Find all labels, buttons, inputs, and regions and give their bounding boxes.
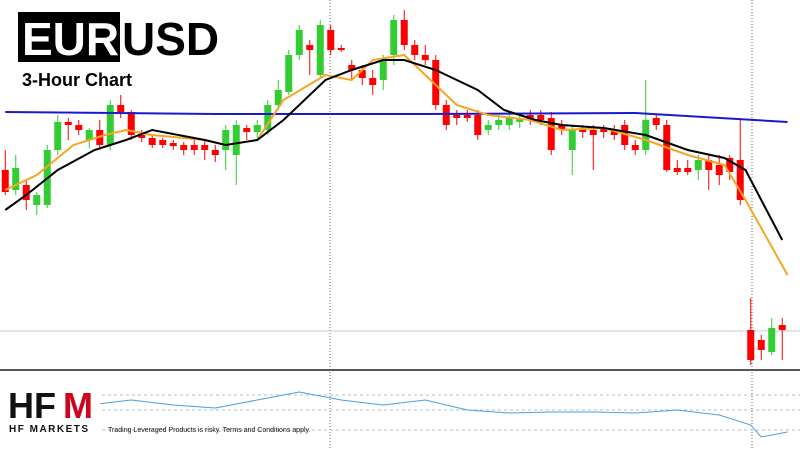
candle-body: [169, 143, 177, 146]
candle-body: [705, 160, 713, 170]
candle-body: [33, 195, 41, 205]
oscillator-line: [5, 391, 788, 438]
candle-body: [211, 150, 219, 155]
candle-body: [295, 30, 303, 55]
candle-body: [547, 118, 555, 150]
moving-average: [5, 111, 788, 123]
plot: [1, 10, 789, 438]
candle-body: [411, 45, 419, 55]
candle-body: [285, 55, 293, 92]
logo-m: M: [63, 385, 93, 426]
logo-hf: HF: [8, 385, 56, 426]
candle-body: [610, 130, 618, 135]
candle-body: [117, 105, 125, 112]
logo-box: [0, 374, 100, 436]
candle-body: [778, 325, 786, 330]
candle-body: [138, 135, 146, 138]
candle-body: [747, 330, 755, 360]
candle-body: [537, 115, 545, 120]
disclaimer: Trading Leveraged Products is risky. Ter…: [108, 427, 311, 434]
candle-body: [390, 20, 398, 55]
candle-body: [442, 105, 450, 125]
candle-body: [337, 48, 345, 50]
candle-body: [327, 30, 335, 50]
candle-body: [558, 125, 566, 130]
candle-body: [243, 128, 251, 132]
candle-body: [274, 90, 282, 105]
candle-body: [589, 130, 597, 135]
candle-body: [715, 165, 723, 175]
candle-body: [631, 145, 639, 150]
candle-body: [85, 130, 93, 140]
candle-body: [253, 125, 261, 132]
candle-body: [106, 105, 114, 145]
candle-body: [568, 130, 576, 150]
candle-body: [306, 45, 314, 50]
candle-body: [54, 122, 62, 150]
moving-average: [4, 53, 789, 276]
candle-body: [264, 105, 272, 130]
candle-body: [222, 130, 230, 150]
candle-body: [421, 55, 429, 60]
candle-body: [201, 145, 209, 150]
candle-body: [757, 340, 765, 350]
candle-body: [358, 70, 366, 78]
candle-body: [1, 170, 9, 192]
candle-body: [190, 145, 198, 150]
candle-body: [768, 328, 776, 352]
candle-body: [22, 185, 30, 200]
candle-body: [369, 78, 377, 85]
candle-body: [600, 128, 608, 132]
candle-body: [379, 60, 387, 80]
candle-body: [505, 118, 513, 125]
candle-body: [232, 125, 240, 155]
candle-body: [673, 168, 681, 172]
candle-body: [148, 138, 156, 145]
candle-body: [453, 115, 461, 118]
candle-body: [127, 112, 135, 135]
subtitle: 3-Hour Chart: [22, 70, 132, 90]
candle-body: [316, 25, 324, 75]
candle-body: [652, 118, 660, 125]
candle-body: [484, 125, 492, 130]
candle-body: [180, 145, 188, 150]
candle-body: [516, 118, 524, 122]
candle-body: [432, 60, 440, 105]
candle-body: [75, 125, 83, 130]
candle-body: [12, 168, 20, 190]
candle-body: [694, 160, 702, 170]
candle-body: [736, 160, 744, 200]
candle-body: [400, 20, 408, 45]
candle-body: [474, 115, 482, 135]
candle-body: [726, 158, 734, 172]
candle-body: [64, 122, 72, 125]
title-box: [18, 12, 120, 62]
candle-body: [159, 140, 167, 145]
candle-body: [348, 65, 356, 70]
title-rest: USD: [122, 13, 219, 65]
title-highlight: EUR: [22, 13, 119, 65]
moving-average: [4, 59, 784, 241]
candle-body: [463, 115, 471, 118]
candle-body: [684, 168, 692, 172]
candle-body: [495, 120, 503, 125]
company: HF MARKETS: [9, 424, 90, 435]
